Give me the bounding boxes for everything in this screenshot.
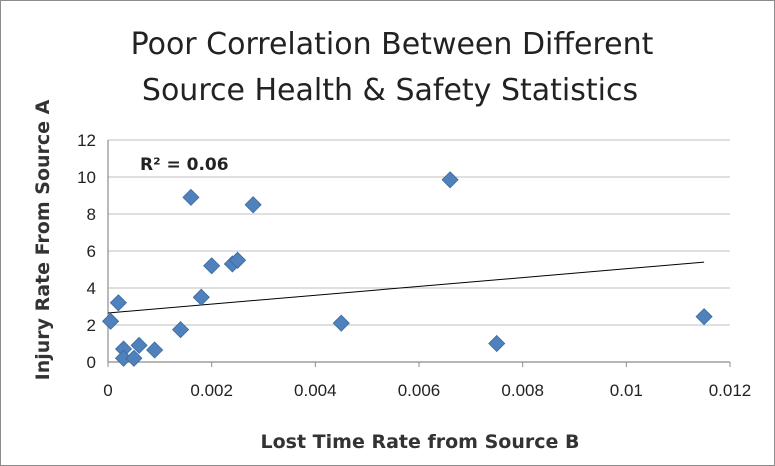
- y-tick-label: 6: [87, 242, 96, 261]
- data-points: [102, 171, 713, 367]
- data-point: [244, 196, 262, 214]
- data-point: [332, 314, 350, 332]
- x-tick-label: 0.002: [190, 381, 233, 400]
- data-point: [125, 349, 143, 367]
- gridlines: [108, 139, 730, 326]
- data-point: [130, 336, 148, 354]
- x-tick-label: 0.006: [398, 381, 441, 400]
- y-tick-label: 2: [87, 316, 96, 335]
- x-axis-title: Lost Time Rate from Source B: [261, 431, 580, 453]
- data-point: [192, 288, 210, 306]
- data-point: [203, 257, 221, 275]
- x-tick-label: 0.01: [610, 381, 643, 400]
- trendline: [107, 261, 705, 314]
- chart-title-line-1: Poor Correlation Between Different: [131, 27, 654, 62]
- data-point: [488, 334, 506, 353]
- tick-labels: 0 2 4 6 8 10 12 0 0.002 0.004 0.006 0.008 0.01 0.012: [77, 131, 751, 400]
- trendline-group: [107, 261, 705, 314]
- y-tick-label: 12: [77, 131, 96, 150]
- y-axis-title: Injury Rate From Source A: [32, 99, 54, 380]
- r-squared-annotation: R² = 0.06: [140, 155, 229, 175]
- chart-title-line-2: Source Health & Safety Statistics: [142, 73, 638, 108]
- y-tick-label: 8: [87, 205, 96, 224]
- data-point: [109, 294, 127, 312]
- x-tick-label: 0: [103, 381, 112, 400]
- x-tick-label: 0.008: [501, 381, 544, 400]
- data-point: [146, 341, 164, 359]
- data-point: [182, 188, 200, 206]
- data-point: [441, 171, 459, 189]
- y-tick-label: 10: [77, 168, 96, 187]
- y-tick-label: 4: [87, 279, 96, 298]
- y-tick-label: 0: [87, 353, 96, 372]
- data-point: [172, 321, 190, 339]
- x-tick-label: 0.004: [294, 381, 337, 400]
- data-point: [229, 251, 247, 269]
- x-tick-label: 0.012: [709, 381, 752, 400]
- data-point: [695, 308, 713, 326]
- data-point: [102, 312, 120, 330]
